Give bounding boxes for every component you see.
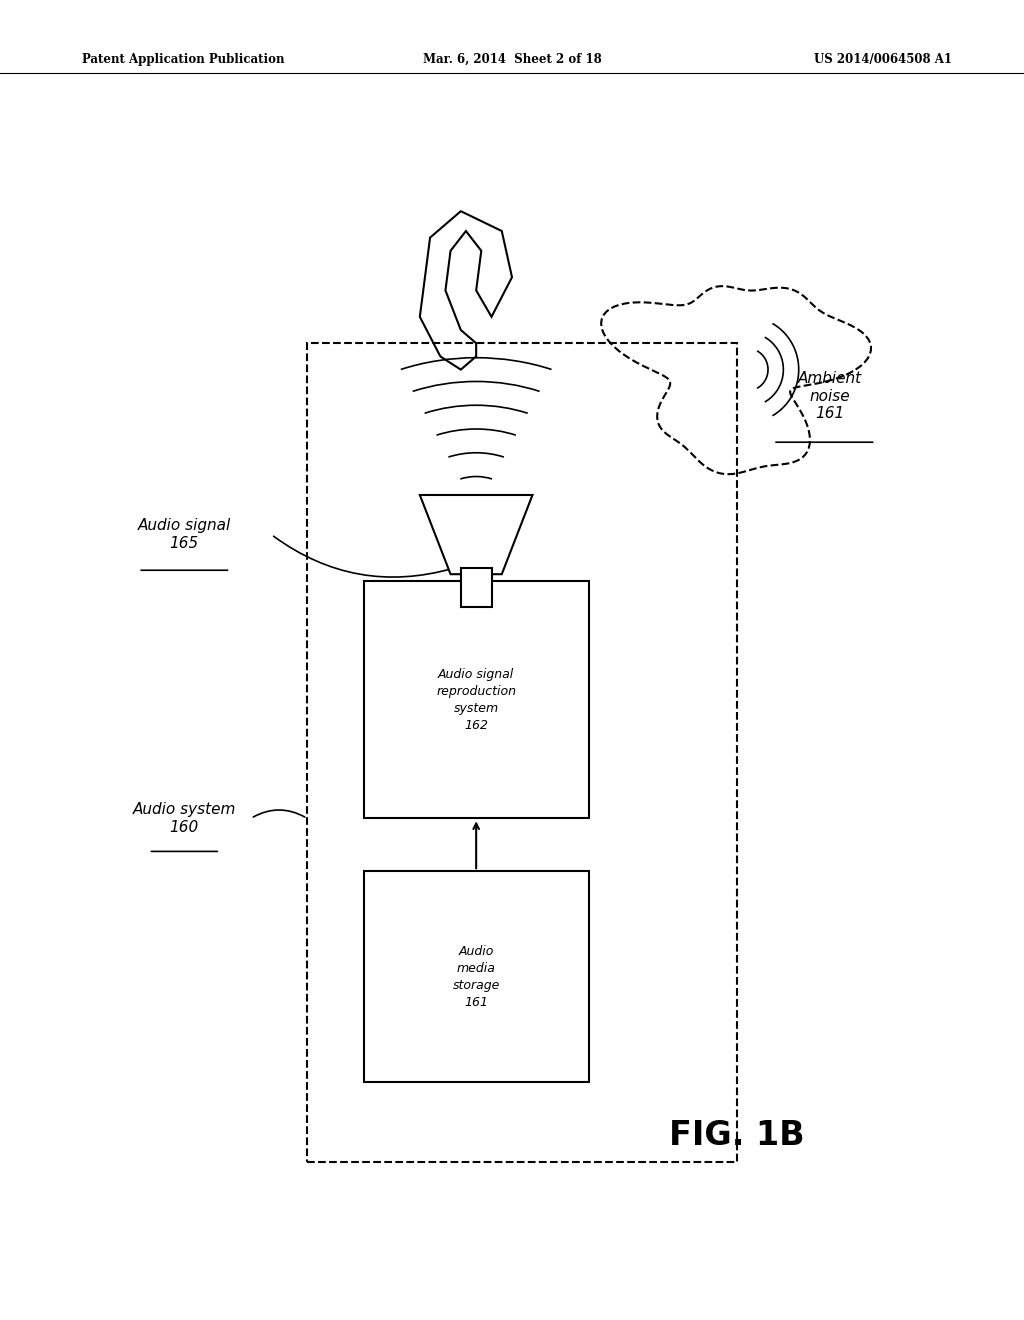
FancyBboxPatch shape: [461, 568, 492, 607]
Text: Ambient
noise
161: Ambient noise 161: [798, 371, 861, 421]
Text: FIG. 1B: FIG. 1B: [670, 1119, 805, 1151]
Text: Audio
media
storage
161: Audio media storage 161: [453, 945, 500, 1008]
Text: Audio signal
reproduction
system
162: Audio signal reproduction system 162: [436, 668, 516, 731]
Text: Patent Application Publication: Patent Application Publication: [82, 53, 285, 66]
Text: US 2014/0064508 A1: US 2014/0064508 A1: [814, 53, 952, 66]
Text: Mar. 6, 2014  Sheet 2 of 18: Mar. 6, 2014 Sheet 2 of 18: [423, 53, 601, 66]
Text: Audio system
160: Audio system 160: [133, 803, 236, 834]
FancyBboxPatch shape: [364, 581, 589, 818]
Text: Audio signal
165: Audio signal 165: [137, 519, 231, 550]
Polygon shape: [420, 495, 532, 574]
FancyBboxPatch shape: [364, 871, 589, 1082]
